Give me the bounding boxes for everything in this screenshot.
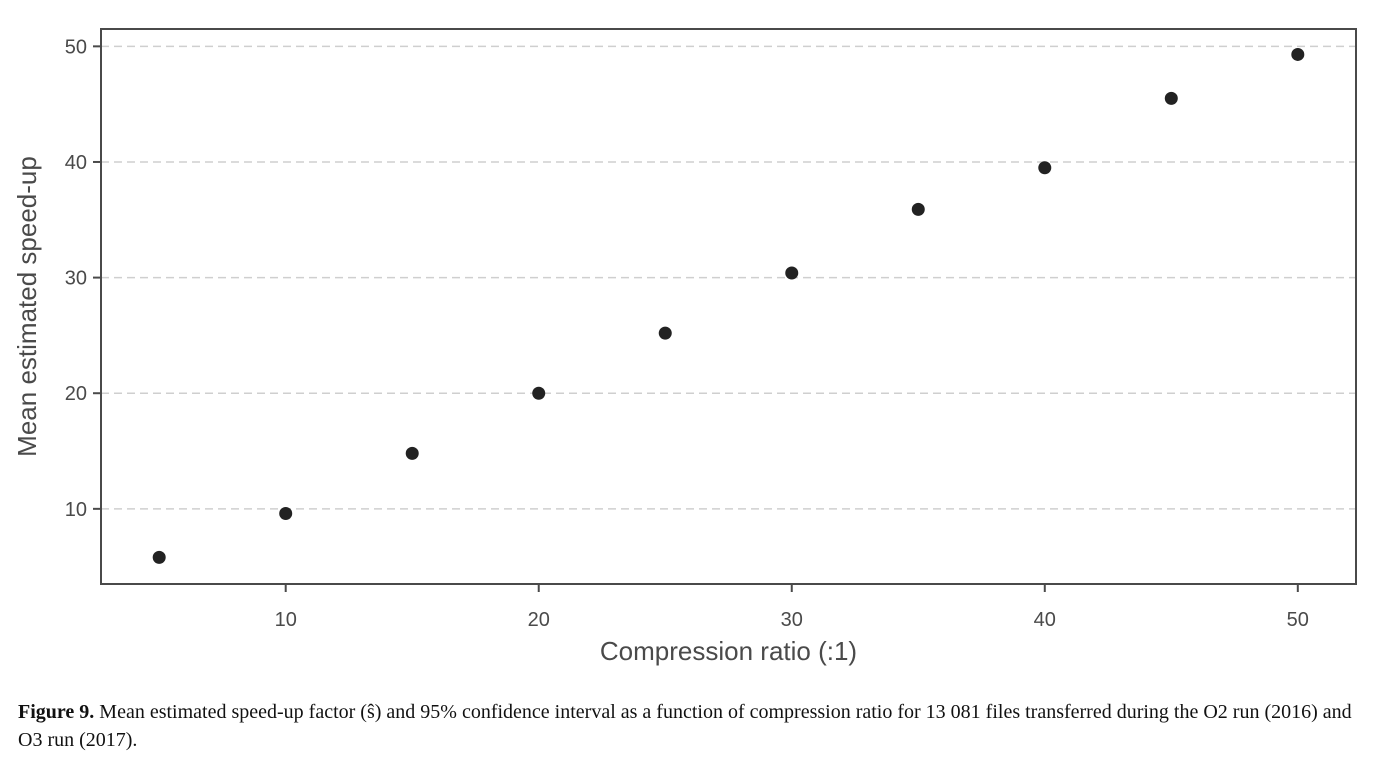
y-tick-label: 10 bbox=[65, 499, 87, 521]
data-point bbox=[1038, 161, 1052, 175]
y-axis-label: Mean estimated speed-up bbox=[12, 156, 42, 457]
data-points bbox=[152, 47, 1305, 564]
data-point bbox=[405, 446, 419, 460]
y-tick-label: 50 bbox=[65, 36, 87, 58]
x-tick-label: 50 bbox=[1287, 609, 1309, 631]
y-tick-label: 20 bbox=[65, 383, 87, 405]
plot-frame bbox=[100, 28, 1357, 585]
scatter-chart: 10 20 30 40 50 10 20 30 40 50 Compression ratio … bbox=[12, 28, 1357, 666]
y-axis-ticks: 10 20 30 40 50 bbox=[65, 36, 101, 521]
data-point bbox=[152, 550, 166, 564]
grid-lines bbox=[101, 45, 1356, 510]
data-point bbox=[1164, 91, 1178, 105]
x-tick-label: 20 bbox=[528, 609, 550, 631]
data-point bbox=[658, 326, 672, 340]
caption-label: Figure 9. bbox=[18, 701, 95, 723]
x-axis-label: Compression ratio (:1) bbox=[600, 636, 857, 666]
data-point bbox=[1291, 47, 1305, 61]
x-axis-ticks: 10 20 30 40 50 bbox=[275, 584, 1309, 631]
caption-text: Mean estimated speed-up factor (ŝ) and 9… bbox=[18, 701, 1352, 751]
y-tick-label: 30 bbox=[65, 268, 87, 290]
figure-caption: Figure 9. Mean estimated speed-up factor… bbox=[18, 698, 1373, 754]
x-tick-label: 40 bbox=[1034, 609, 1056, 631]
data-point bbox=[532, 386, 546, 400]
x-tick-label: 10 bbox=[275, 609, 297, 631]
data-point bbox=[911, 202, 925, 216]
data-point bbox=[279, 506, 293, 520]
x-tick-label: 30 bbox=[781, 609, 803, 631]
y-tick-label: 40 bbox=[65, 152, 87, 174]
data-point bbox=[785, 266, 799, 280]
